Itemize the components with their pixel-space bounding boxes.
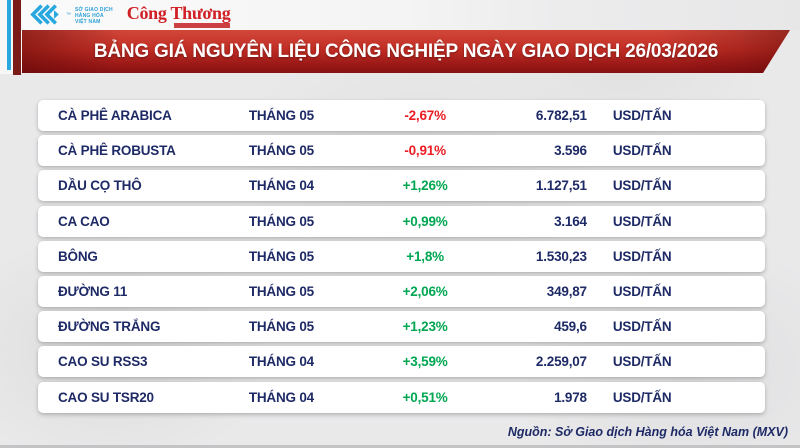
price-value: 2.259,07 [535, 354, 587, 370]
commodity-name: CAO SU TSR20 [58, 389, 154, 405]
contract-month: THÁNG 05 [248, 213, 314, 229]
header-logos: ™ SỞ GIAO DỊCH HÀNG HÓA VIỆT NAM Công Th… [30, 3, 231, 28]
mxv-text-line3: VIỆT NAM [75, 18, 101, 25]
commodity-name: ĐƯỜNG 11 [58, 283, 128, 299]
percent-change: +1,8% [406, 248, 444, 264]
price-table: CÀ PHÊ ARABICA THÁNG 05 -2,67% 6.782,51 … [38, 100, 765, 417]
commodity-name: BÔNG [58, 248, 98, 264]
source-note: Nguồn: Sở Giao dịch Hàng hóa Việt Nam (M… [507, 425, 788, 439]
percent-change: -0,91% [404, 143, 446, 159]
congthuong-logo-bar [174, 23, 231, 28]
price-row: CÀ PHÊ ARABICA THÁNG 05 -2,67% 6.782,51 … [38, 100, 765, 131]
trademark-mark: ™ [66, 12, 71, 18]
percent-change: -2,67% [404, 108, 446, 123]
price-value: 3.164 [554, 213, 587, 229]
page-title: BẢNG GIÁ NGUYÊN LIỆU CÔNG NGHIỆP NGÀY GI… [93, 40, 719, 62]
commodity-name: CAO SU RSS3 [58, 354, 148, 370]
commodity-name: ĐƯỜNG TRẮNG [58, 319, 161, 335]
price-unit: USD/TẤN [612, 213, 672, 229]
price-value: 3.596 [554, 143, 587, 159]
price-row: CAO SU TSR20 THÁNG 04 +0,51% 1.978 USD/T… [38, 381, 765, 413]
price-value: 1.530,23 [535, 248, 587, 264]
price-value: 459,6 [554, 319, 587, 335]
price-row: BÔNG THÁNG 05 +1,8% 1.530,23 USD/TẤN [38, 240, 765, 272]
mxv-logo: ™ SỞ GIAO DỊCH HÀNG HÓA VIỆT NAM [30, 3, 113, 26]
contract-month: THÁNG 04 [248, 354, 314, 370]
price-row: CA CAO THÁNG 05 +0,99% 3.164 USD/TẤN [38, 205, 765, 237]
commodity-name: CÀ PHÊ ROBUSTA [58, 143, 176, 159]
price-row: CÀ PHÊ ROBUSTA THÁNG 05 -0,91% 3.596 USD… [38, 135, 765, 167]
price-unit: USD/TẤN [612, 354, 672, 370]
commodity-name: DẦU CỌ THÔ [58, 178, 142, 194]
mxv-text-line1: SỞ GIAO DỊCH [75, 6, 113, 13]
price-unit: USD/TẤN [612, 248, 672, 264]
commodity-name: CA CAO [58, 213, 110, 229]
percent-change: +1,26% [402, 178, 448, 194]
percent-change: +3,59% [402, 354, 448, 370]
price-value: 6.782,51 [535, 108, 587, 123]
contract-month: THÁNG 05 [248, 143, 314, 159]
percent-change: +0,51% [402, 389, 448, 405]
contract-month: THÁNG 05 [248, 248, 314, 264]
price-unit: USD/TẤN [612, 389, 672, 405]
price-row: ĐƯỜNG 11 THÁNG 05 +2,06% 349,87 USD/TẤN [38, 275, 765, 307]
percent-change: +2,06% [402, 283, 448, 299]
congthuong-logo-text: Công Thương [126, 3, 231, 23]
title-banner: BẢNG GIÁ NGUYÊN LIỆU CÔNG NGHIỆP NGÀY GI… [22, 30, 790, 73]
price-unit: USD/TẤN [612, 108, 672, 123]
contract-month: THÁNG 05 [248, 283, 314, 299]
accent-stripe-cyan [7, 0, 11, 70]
price-row: CAO SU RSS3 THÁNG 04 +3,59% 2.259,07 USD… [38, 346, 765, 378]
commodity-name: CÀ PHÊ ARABICA [58, 108, 172, 123]
mxv-logo-text: SỞ GIAO DỊCH HÀNG HÓA VIỆT NAM [75, 7, 113, 25]
price-value: 1.978 [554, 389, 587, 405]
contract-month: THÁNG 05 [248, 108, 314, 123]
contract-month: THÁNG 04 [248, 178, 314, 194]
mxv-text-line2: HÀNG HÓA [75, 12, 104, 19]
price-value: 1.127,51 [535, 178, 587, 194]
contract-month: THÁNG 05 [248, 319, 314, 335]
price-value: 349,87 [546, 283, 587, 299]
price-unit: USD/TẤN [612, 283, 672, 299]
contract-month: THÁNG 04 [248, 389, 314, 405]
congthuong-logo: Công Thương [127, 4, 231, 28]
percent-change: +1,23% [402, 319, 448, 335]
accent-stripe-maroon [13, 0, 21, 75]
price-row: ĐƯỜNG TRẮNG THÁNG 05 +1,23% 459,6 USD/TẤ… [38, 311, 765, 343]
price-unit: USD/TẤN [612, 178, 672, 194]
bottom-divider [0, 445, 800, 448]
header-strip [0, 0, 800, 30]
mxv-diamond-icon [30, 4, 59, 25]
percent-change: +0,99% [402, 213, 448, 229]
price-row: DẦU CỌ THÔ THÁNG 04 +1,26% 1.127,51 USD/… [38, 170, 765, 202]
price-unit: USD/TẤN [612, 143, 672, 159]
price-unit: USD/TẤN [612, 319, 672, 335]
